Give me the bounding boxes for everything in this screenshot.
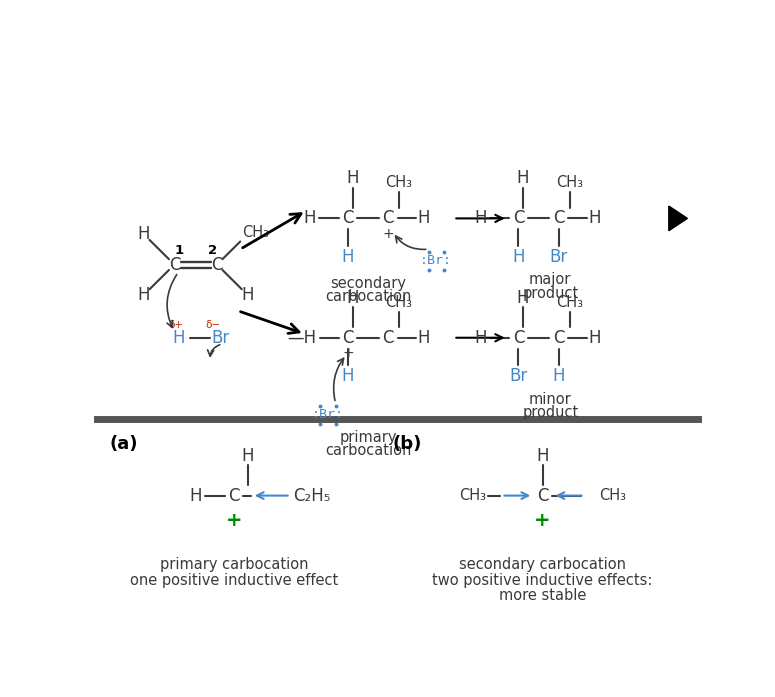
Text: H: H [137, 286, 150, 305]
Text: product: product [522, 405, 578, 420]
Text: secondary: secondary [330, 276, 406, 291]
Text: C₂H₅: C₂H₅ [293, 487, 330, 505]
Text: C: C [383, 209, 394, 227]
Text: +: + [343, 346, 353, 360]
Text: +: + [383, 227, 394, 240]
Text: primary carbocation: primary carbocation [160, 558, 308, 572]
Text: carbocation: carbocation [325, 289, 412, 305]
Text: CH₃: CH₃ [556, 176, 583, 190]
Text: one positive inductive effect: one positive inductive effect [130, 573, 338, 588]
Text: C: C [553, 209, 564, 227]
Text: product: product [522, 286, 578, 300]
Text: H: H [418, 329, 430, 346]
Text: H: H [137, 225, 150, 243]
Text: CH₃: CH₃ [243, 224, 269, 240]
Text: +: + [226, 511, 243, 530]
Text: H: H [173, 329, 185, 346]
Text: 2: 2 [208, 244, 217, 257]
Text: CH₃: CH₃ [599, 488, 625, 503]
Text: C: C [343, 209, 353, 227]
Text: H: H [517, 169, 529, 187]
Text: CH₃: CH₃ [460, 488, 486, 503]
Text: C: C [212, 256, 222, 274]
Text: two positive inductive effects:: two positive inductive effects: [432, 573, 653, 588]
Text: C: C [513, 329, 524, 346]
Text: 1: 1 [174, 244, 184, 257]
Text: C: C [513, 209, 524, 227]
Text: primary: primary [339, 430, 397, 445]
Text: more stable: more stable [499, 588, 586, 603]
Text: :Br:: :Br: [312, 408, 344, 421]
Text: CH₃: CH₃ [386, 295, 412, 310]
Text: H: H [342, 367, 354, 385]
Text: —H: —H [288, 329, 317, 346]
Text: H: H [588, 329, 601, 346]
Text: H: H [346, 169, 359, 187]
Text: C: C [229, 487, 239, 505]
Text: H: H [553, 367, 565, 385]
Text: H: H [474, 329, 487, 346]
Text: δ−: δ− [205, 321, 221, 330]
Text: C: C [553, 329, 564, 346]
Text: C: C [343, 329, 353, 346]
Text: Br: Br [212, 329, 230, 346]
Text: (a): (a) [110, 435, 138, 453]
Text: H: H [346, 289, 359, 307]
Text: C: C [537, 487, 548, 505]
Text: Br: Br [549, 248, 568, 266]
Text: CH₃: CH₃ [556, 295, 583, 310]
Text: (b): (b) [392, 435, 422, 453]
Text: major: major [529, 273, 571, 287]
Text: carbocation: carbocation [325, 443, 412, 459]
Text: minor: minor [529, 392, 572, 407]
Text: :Br:: :Br: [420, 254, 453, 267]
Text: H: H [536, 447, 549, 464]
Text: H: H [242, 447, 254, 464]
Text: H: H [588, 209, 601, 227]
Text: H: H [517, 289, 529, 307]
Text: δ+: δ+ [168, 321, 184, 330]
Polygon shape [669, 206, 687, 231]
Text: CH₃: CH₃ [386, 176, 412, 190]
Text: H: H [418, 209, 430, 227]
Text: H: H [512, 248, 525, 266]
Text: C: C [383, 329, 394, 346]
Text: secondary carbocation: secondary carbocation [459, 558, 626, 572]
Text: +: + [534, 511, 551, 530]
Text: H: H [342, 248, 354, 266]
Text: H: H [474, 209, 487, 227]
Text: H: H [304, 209, 316, 227]
Text: C: C [169, 256, 180, 274]
Text: H: H [189, 487, 202, 505]
Text: H: H [242, 286, 254, 305]
Text: Br: Br [509, 367, 528, 385]
